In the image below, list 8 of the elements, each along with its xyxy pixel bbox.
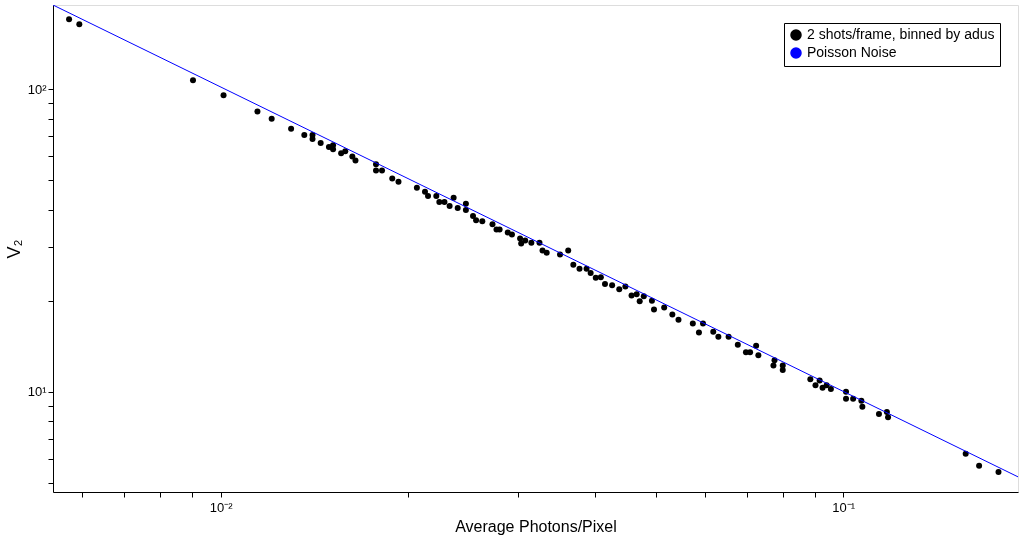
x-axis-title: Average Photons/Pixel xyxy=(455,517,617,535)
y-tick-label: 10¹ xyxy=(27,384,48,400)
y-tick-label: 10² xyxy=(27,81,48,97)
legend-label: 2 shots/frame, binned by adus xyxy=(807,26,995,42)
legend-label: Poisson Noise xyxy=(807,44,897,60)
y-axis-title: V₂ xyxy=(3,239,24,259)
x-tick-label: 10⁻² xyxy=(209,499,234,515)
x-tick-label: 10⁻¹ xyxy=(832,499,856,515)
